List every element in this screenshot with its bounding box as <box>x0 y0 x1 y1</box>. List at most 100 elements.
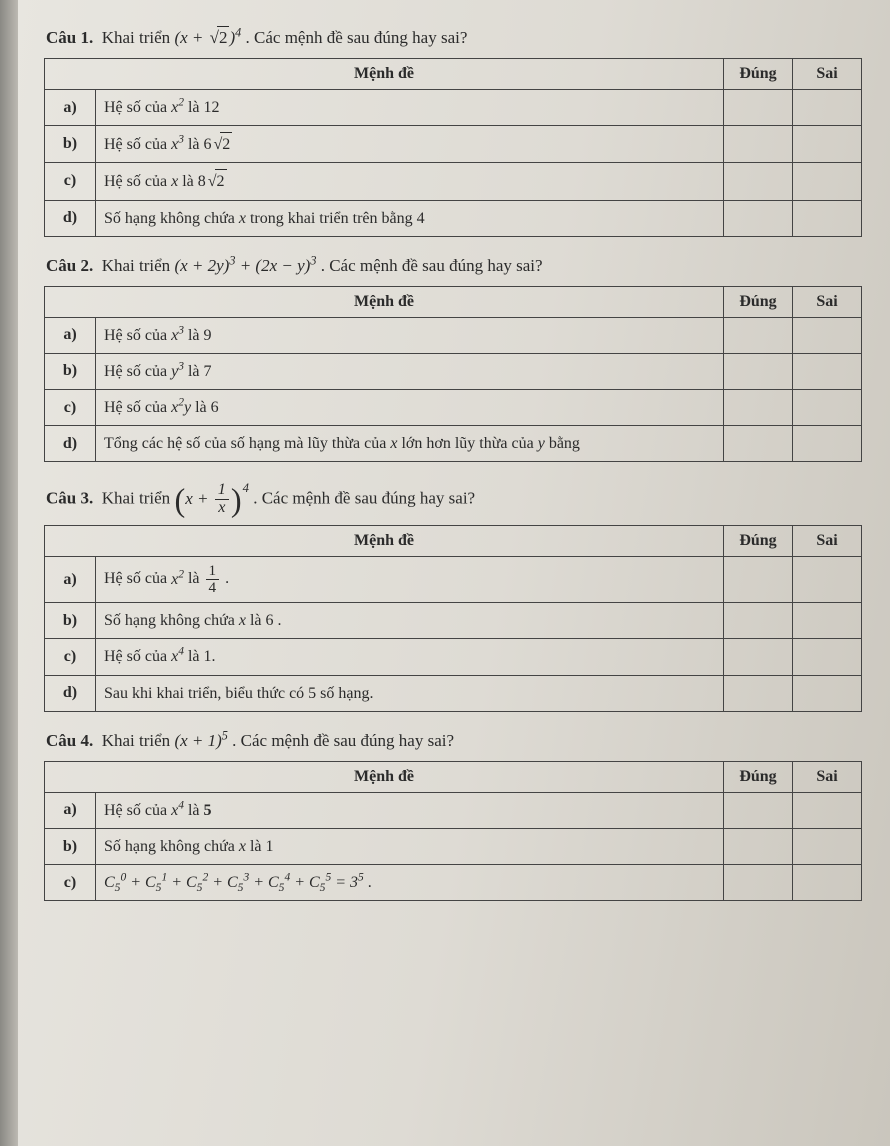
q2-d-dung[interactable] <box>724 426 793 462</box>
row-label: c) <box>45 163 96 200</box>
row-label: a) <box>45 317 96 353</box>
q3-a: Hệ số của x2 là 14 . <box>96 557 724 603</box>
table-row: a) Hệ số của x4 là 5 <box>45 792 862 828</box>
table-row: c) Hệ số của x4 là 1. <box>45 639 862 675</box>
col-dung: Đúng <box>724 286 793 317</box>
q4-b-dung[interactable] <box>724 828 793 864</box>
q3-b-dung[interactable] <box>724 603 793 639</box>
q1-label: Câu 1. <box>46 28 93 47</box>
q1-table: Mệnh đề Đúng Sai a) Hệ số của x2 là 12 b… <box>44 58 862 237</box>
q2-c-sai[interactable] <box>793 390 862 426</box>
table-row: c) C50 + C51 + C52 + C53 + C54 + C55 = 3… <box>45 865 862 901</box>
worksheet-page: Câu 1. Khai triển (x + 2)4 . Các mệnh đề… <box>0 0 890 1146</box>
q2-text: Khai triển (x + 2y)3 + (2x − y)3 . Các m… <box>102 256 543 275</box>
q1-d-dung[interactable] <box>724 200 793 236</box>
row-label: b) <box>45 353 96 389</box>
q3-title: Câu 3. Khai triển (x + 1x)4 . Các mệnh đ… <box>46 480 860 517</box>
q1-b: Hệ số của x3 là 62 <box>96 126 724 163</box>
q2-b-dung[interactable] <box>724 353 793 389</box>
table-header-row: Mệnh đề Đúng Sai <box>45 58 862 89</box>
q2-a: Hệ số của x3 là 9 <box>96 317 724 353</box>
q1-b-dung[interactable] <box>724 126 793 163</box>
col-sai: Sai <box>793 526 862 557</box>
col-sai: Sai <box>793 286 862 317</box>
q4-title: Câu 4. Khai triển (x + 1)5 . Các mệnh đề… <box>46 730 860 753</box>
table-header-row: Mệnh đề Đúng Sai <box>45 286 862 317</box>
q4-a-dung[interactable] <box>724 792 793 828</box>
table-row: c) Hệ số của x2y là 6 <box>45 390 862 426</box>
q4-b-sai[interactable] <box>793 828 862 864</box>
q2-b-sai[interactable] <box>793 353 862 389</box>
col-menh-de: Mệnh đề <box>45 526 724 557</box>
q3-b: Số hạng không chứa x là 6 . <box>96 603 724 639</box>
q1-text: Khai triển (x + 2)4 . Các mệnh đề sau đú… <box>102 28 468 47</box>
row-label: b) <box>45 126 96 163</box>
table-row: b) Hệ số của y3 là 7 <box>45 353 862 389</box>
table-header-row: Mệnh đề Đúng Sai <box>45 526 862 557</box>
q1-a-dung[interactable] <box>724 89 793 125</box>
q2-a-dung[interactable] <box>724 317 793 353</box>
q3-a-dung[interactable] <box>724 557 793 603</box>
q2-a-sai[interactable] <box>793 317 862 353</box>
table-row: d) Tổng các hệ số của số hạng mà lũy thừ… <box>45 426 862 462</box>
q2-c-dung[interactable] <box>724 390 793 426</box>
row-label: a) <box>45 89 96 125</box>
q3-text: Khai triển (x + 1x)4 . Các mệnh đề sau đ… <box>102 489 475 508</box>
row-label: b) <box>45 603 96 639</box>
q3-a-sai[interactable] <box>793 557 862 603</box>
question-2: Câu 2. Khai triển (x + 2y)3 + (2x − y)3 … <box>44 255 862 463</box>
q1-b-sai[interactable] <box>793 126 862 163</box>
col-dung: Đúng <box>724 526 793 557</box>
question-3: Câu 3. Khai triển (x + 1x)4 . Các mệnh đ… <box>44 480 862 711</box>
q3-c-dung[interactable] <box>724 639 793 675</box>
row-label: c) <box>45 639 96 675</box>
q4-c-sai[interactable] <box>793 865 862 901</box>
question-4: Câu 4. Khai triển (x + 1)5 . Các mệnh đề… <box>44 730 862 902</box>
q3-c-sai[interactable] <box>793 639 862 675</box>
row-label: d) <box>45 426 96 462</box>
q3-table: Mệnh đề Đúng Sai a) Hệ số của x2 là 14 .… <box>44 525 862 711</box>
q3-label: Câu 3. <box>46 489 93 508</box>
table-header-row: Mệnh đề Đúng Sai <box>45 761 862 792</box>
q4-c-dung[interactable] <box>724 865 793 901</box>
q1-a: Hệ số của x2 là 12 <box>96 89 724 125</box>
row-label: d) <box>45 200 96 236</box>
q2-d-sai[interactable] <box>793 426 862 462</box>
q3-d-dung[interactable] <box>724 675 793 711</box>
q4-label: Câu 4. <box>46 731 93 750</box>
q3-d-sai[interactable] <box>793 675 862 711</box>
q4-b: Số hạng không chứa x là 1 <box>96 828 724 864</box>
row-label: d) <box>45 675 96 711</box>
q2-label: Câu 2. <box>46 256 93 275</box>
q3-b-sai[interactable] <box>793 603 862 639</box>
table-row: a) Hệ số của x2 là 12 <box>45 89 862 125</box>
row-label: a) <box>45 557 96 603</box>
q1-c-dung[interactable] <box>724 163 793 200</box>
col-menh-de: Mệnh đề <box>45 286 724 317</box>
table-row: d) Sau khi khai triển, biểu thức có 5 số… <box>45 675 862 711</box>
q1-d-sai[interactable] <box>793 200 862 236</box>
col-menh-de: Mệnh đề <box>45 58 724 89</box>
row-label: b) <box>45 828 96 864</box>
table-row: c) Hệ số của x là 82 <box>45 163 862 200</box>
col-sai: Sai <box>793 761 862 792</box>
table-row: b) Số hạng không chứa x là 1 <box>45 828 862 864</box>
q4-a: Hệ số của x4 là 5 <box>96 792 724 828</box>
q2-title: Câu 2. Khai triển (x + 2y)3 + (2x − y)3 … <box>46 255 860 278</box>
q2-c: Hệ số của x2y là 6 <box>96 390 724 426</box>
q2-b: Hệ số của y3 là 7 <box>96 353 724 389</box>
q1-c: Hệ số của x là 82 <box>96 163 724 200</box>
table-row: a) Hệ số của x2 là 14 . <box>45 557 862 603</box>
q1-a-sai[interactable] <box>793 89 862 125</box>
q4-a-sai[interactable] <box>793 792 862 828</box>
q4-text: Khai triển (x + 1)5 . Các mệnh đề sau đú… <box>102 731 454 750</box>
q2-d: Tổng các hệ số của số hạng mà lũy thừa c… <box>96 426 724 462</box>
q1-d: Số hạng không chứa x trong khai triển tr… <box>96 200 724 236</box>
row-label: a) <box>45 792 96 828</box>
col-dung: Đúng <box>724 761 793 792</box>
col-sai: Sai <box>793 58 862 89</box>
question-1: Câu 1. Khai triển (x + 2)4 . Các mệnh đề… <box>44 26 862 237</box>
q1-title: Câu 1. Khai triển (x + 2)4 . Các mệnh đề… <box>46 26 860 50</box>
q1-c-sai[interactable] <box>793 163 862 200</box>
table-row: b) Số hạng không chứa x là 6 . <box>45 603 862 639</box>
